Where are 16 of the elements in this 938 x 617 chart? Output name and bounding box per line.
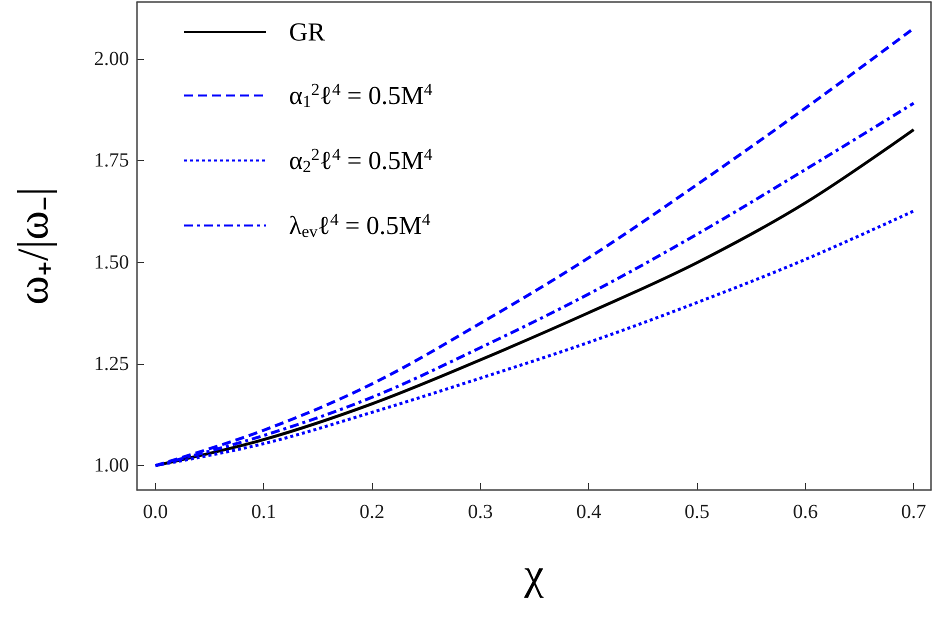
y-tick-label: 1.00 [94, 454, 129, 477]
x-tick-label: 0.5 [684, 501, 710, 523]
y-tick-label: 1.50 [94, 251, 129, 274]
legend-label: GR [289, 18, 326, 46]
x-tick-label: 0.0 [142, 501, 168, 523]
x-tick-label: 0.1 [251, 501, 276, 523]
x-tick-label: 0.4 [576, 501, 602, 523]
y-tick-label: 1.75 [94, 150, 129, 172]
x-tick-label: 0.2 [360, 501, 385, 523]
x-tick-label: 0.3 [468, 501, 493, 523]
x-tick-label: 0.6 [792, 501, 818, 523]
x-tick-label: 0.7 [901, 501, 926, 523]
y-tick-label: 1.25 [94, 352, 129, 375]
y-tick-label: 2.00 [94, 48, 129, 70]
y-axis-title: ω₊/|ω₋| [8, 187, 58, 305]
x-axis-title: χ [523, 550, 544, 598]
